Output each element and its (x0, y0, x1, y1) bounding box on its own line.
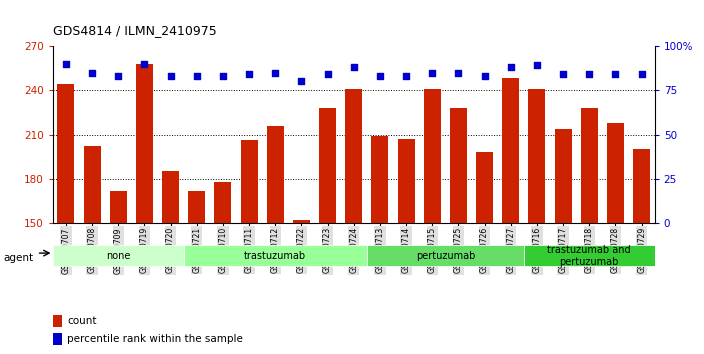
Bar (581, 108, 598, 223)
Bar (267, 126, 284, 223)
Point (636, 72, 647, 77)
Point (139, 61, 150, 67)
Bar (555, 129, 572, 223)
FancyBboxPatch shape (184, 245, 367, 266)
Bar (53, 333, 62, 345)
Point (244, 72, 255, 77)
Bar (345, 89, 363, 223)
Point (270, 70, 281, 75)
Point (427, 70, 438, 75)
Point (375, 73, 386, 79)
Point (558, 72, 569, 77)
Text: GDS4814 / ILMN_2410975: GDS4814 / ILMN_2410975 (53, 24, 217, 37)
Point (322, 72, 333, 77)
Bar (607, 123, 624, 223)
Bar (53, 315, 62, 327)
Point (218, 73, 229, 79)
Bar (162, 171, 179, 223)
Point (479, 73, 490, 79)
Point (61, 61, 72, 67)
FancyBboxPatch shape (53, 245, 184, 266)
Point (165, 73, 176, 79)
Text: none: none (106, 251, 130, 261)
Point (532, 63, 543, 68)
Bar (110, 190, 127, 223)
Bar (502, 79, 520, 223)
Bar (450, 108, 467, 223)
Point (505, 64, 517, 70)
Bar (215, 182, 232, 223)
Point (191, 73, 202, 79)
Text: agent: agent (4, 253, 34, 263)
Bar (58, 84, 75, 223)
Bar (136, 64, 153, 223)
FancyBboxPatch shape (367, 245, 524, 266)
Point (401, 73, 412, 79)
Bar (476, 152, 493, 223)
Bar (241, 141, 258, 223)
Bar (372, 136, 389, 223)
Bar (424, 89, 441, 223)
Bar (529, 89, 546, 223)
Point (87, 70, 98, 75)
Bar (633, 149, 650, 223)
Text: trastuzumab: trastuzumab (244, 251, 306, 261)
Text: trastuzumab and
pertuzumab: trastuzumab and pertuzumab (548, 245, 631, 267)
Point (584, 72, 595, 77)
Point (296, 79, 307, 84)
Bar (398, 139, 415, 223)
Bar (188, 190, 206, 223)
Text: count: count (67, 316, 96, 326)
FancyBboxPatch shape (524, 245, 655, 266)
Text: percentile rank within the sample: percentile rank within the sample (67, 334, 243, 344)
Point (453, 70, 464, 75)
Bar (293, 220, 310, 223)
Point (348, 64, 359, 70)
Point (113, 73, 124, 79)
Point (610, 72, 621, 77)
Bar (84, 146, 101, 223)
Text: pertuzumab: pertuzumab (415, 251, 475, 261)
Bar (319, 108, 336, 223)
